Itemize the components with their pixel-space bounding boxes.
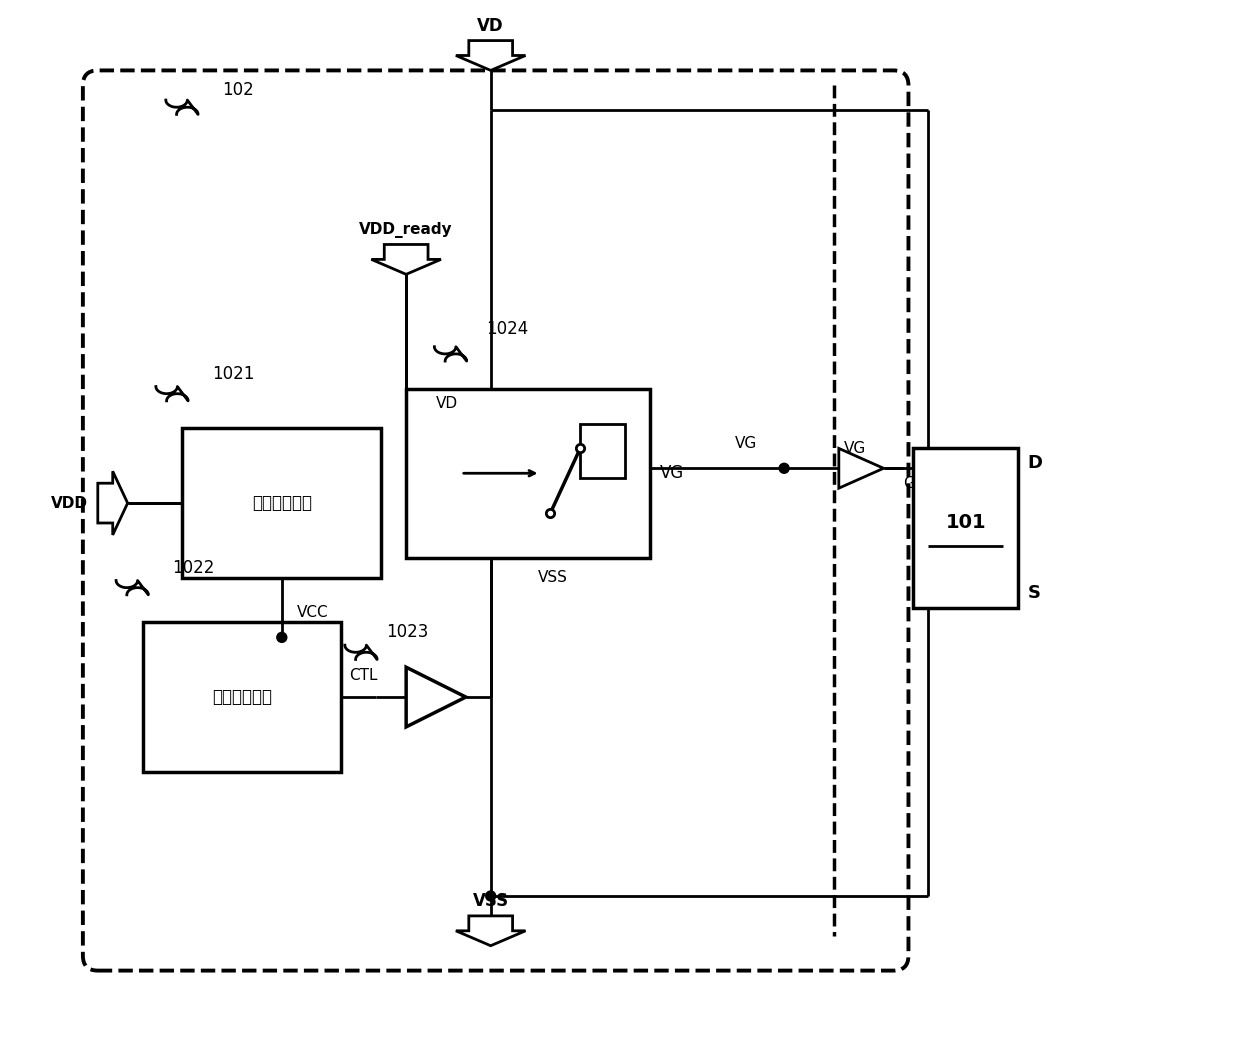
Text: VDD: VDD [51, 495, 88, 511]
Polygon shape [371, 244, 441, 274]
Bar [914, 448, 1018, 607]
Polygon shape [456, 41, 526, 71]
Text: VG: VG [734, 436, 756, 451]
Bar [580, 423, 625, 479]
Text: 电压调整电路: 电压调整电路 [252, 494, 311, 512]
Bar [182, 429, 381, 578]
Text: VG: VG [843, 441, 866, 456]
Text: VG: VG [660, 464, 684, 482]
Text: D: D [1028, 455, 1043, 472]
Circle shape [277, 632, 286, 642]
Text: 101: 101 [945, 513, 986, 533]
FancyBboxPatch shape [83, 71, 909, 971]
Text: VSS: VSS [538, 571, 568, 585]
Text: 1024: 1024 [486, 320, 528, 338]
Polygon shape [98, 471, 128, 535]
Text: VCC: VCC [296, 605, 329, 620]
Circle shape [779, 463, 789, 474]
Text: 1022: 1022 [172, 559, 215, 577]
Text: CTL: CTL [350, 668, 378, 683]
Circle shape [486, 891, 496, 901]
Text: VD: VD [477, 17, 503, 34]
Polygon shape [838, 448, 884, 488]
Text: VSS: VSS [472, 892, 508, 909]
Text: VD: VD [436, 396, 458, 411]
Polygon shape [407, 668, 466, 727]
Text: 1023: 1023 [386, 624, 429, 641]
Bar [143, 623, 341, 772]
Text: 逻辑控制电路: 逻辑控制电路 [212, 688, 272, 706]
Text: VDD_ready: VDD_ready [360, 221, 453, 238]
Text: G: G [904, 476, 915, 490]
Text: S: S [1028, 584, 1040, 602]
Text: 1021: 1021 [212, 365, 254, 383]
Polygon shape [456, 916, 526, 946]
Bar [407, 389, 650, 558]
Text: 102: 102 [222, 81, 254, 99]
